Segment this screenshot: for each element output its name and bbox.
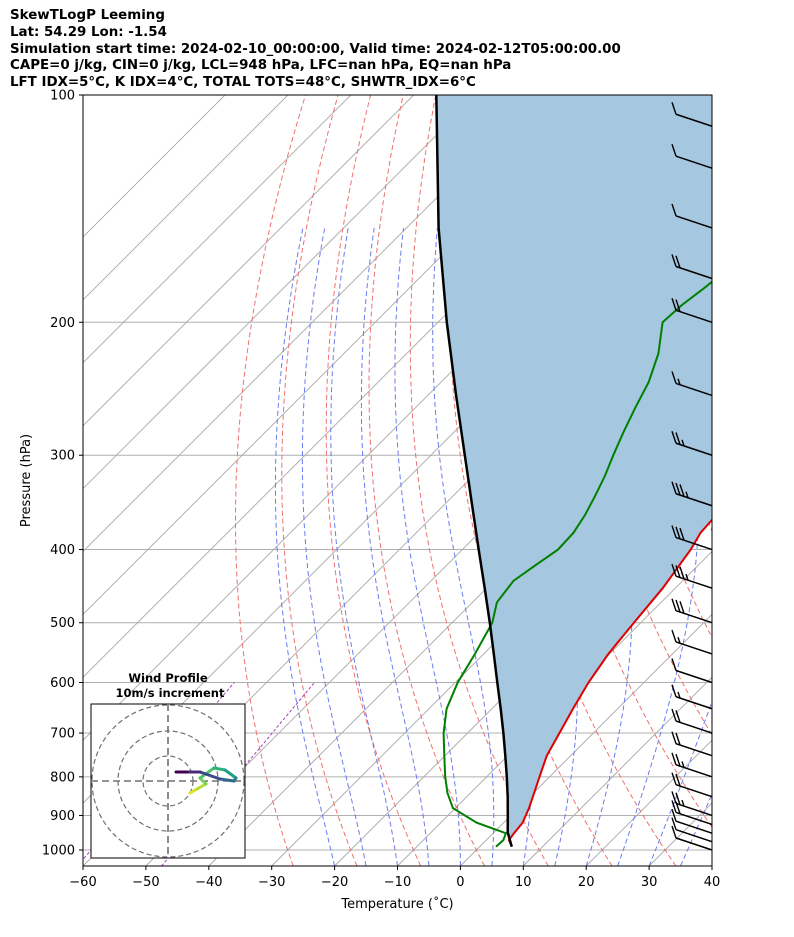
- isotherm-gridline: [83, 95, 477, 490]
- hodograph-segment: [198, 770, 222, 781]
- dewpoint-profile-line: [442, 280, 712, 848]
- wind-barb: [671, 684, 713, 710]
- temperature-profile-line: [507, 518, 712, 848]
- wind-barb: [671, 658, 713, 684]
- isotherm-gridline: [775, 95, 794, 866]
- inset-subtitle: 10m/s increment: [116, 686, 225, 700]
- wind-barb: [671, 481, 713, 507]
- x-tick-label: −40: [195, 875, 222, 890]
- moist-adiabat: [330, 227, 398, 866]
- isotherm-gridline: [460, 613, 712, 866]
- wind-barb: [671, 708, 713, 734]
- y-tick-label: 500: [50, 616, 75, 631]
- x-tick-label: 40: [704, 875, 721, 890]
- isotherm-gridline: [83, 95, 415, 427]
- hodograph-ring: [91, 704, 245, 858]
- dry-adiabat: [325, 95, 422, 866]
- title-line-times: Simulation start time: 2024-02-10_00:00:…: [10, 41, 621, 57]
- isotherm-gridline: [83, 95, 226, 238]
- wind-barb: [671, 791, 713, 817]
- dry-adiabat: [762, 95, 794, 866]
- isotherm-gridline: [83, 95, 289, 301]
- moist-adiabat: [360, 227, 430, 866]
- isotherm-gridline: [83, 95, 352, 364]
- y-tick-label: 300: [50, 449, 75, 464]
- moist-adiabat: [432, 227, 495, 866]
- wind-barb: [671, 203, 713, 229]
- y-axis-label: Pressure (hPa): [19, 434, 34, 527]
- wind-barb: [671, 254, 713, 280]
- x-tick-label: 20: [578, 875, 595, 890]
- wind-barb: [671, 752, 713, 778]
- x-tick-label: −50: [132, 875, 159, 890]
- x-tick-label: −20: [321, 875, 348, 890]
- wind-barb: [671, 817, 713, 843]
- wind-barb: [671, 563, 713, 589]
- y-tick-label: 800: [50, 770, 75, 785]
- moist-adiabat: [711, 864, 712, 866]
- isotherm-gridline: [711, 865, 712, 866]
- wind-barb: [671, 731, 713, 757]
- x-axis-label: Temperature (˚C): [340, 896, 453, 912]
- moist-adiabat: [301, 227, 367, 866]
- title-line-indices-2: LFT IDX=5°C, K IDX=4°C, TOTAL TOTS=48°C,…: [10, 75, 476, 91]
- inset-title: Wind Profile: [128, 671, 208, 685]
- wind-barb: [671, 772, 713, 798]
- title-line-station: SkewTLogP Leeming: [10, 8, 165, 23]
- hodograph-segment: [218, 777, 236, 783]
- wind-barb: [671, 143, 713, 169]
- y-tick-label: 700: [50, 727, 75, 742]
- wind-barb: [671, 431, 713, 456]
- moist-adiabat: [274, 227, 336, 866]
- moist-adiabat: [394, 227, 461, 866]
- isotherm-gridline: [522, 676, 712, 866]
- x-tick-label: 10: [515, 875, 532, 890]
- x-tick-label: 30: [641, 875, 658, 890]
- dry-adiabat: [281, 95, 358, 866]
- wind-barb: [671, 629, 713, 655]
- cin-shading: [436, 95, 712, 847]
- y-tick-label: 200: [50, 316, 75, 331]
- y-tick-label: 1000: [42, 844, 75, 859]
- x-tick-label: −60: [69, 875, 96, 890]
- moist-adiabat: [617, 227, 700, 866]
- wind-barb: [671, 808, 713, 834]
- y-tick-label: 600: [50, 676, 75, 691]
- x-tick-label: 0: [456, 875, 464, 890]
- hodograph-segment: [212, 766, 227, 772]
- isotherm-gridline: [334, 487, 712, 866]
- title-line-indices-1: CAPE=0 j/kg, CIN=0 j/kg, LCL=948 hPa, LF…: [10, 58, 512, 74]
- wind-barb: [671, 102, 713, 127]
- wind-barb: [671, 525, 713, 551]
- y-tick-label: 100: [50, 89, 75, 104]
- y-tick-label: 400: [50, 543, 75, 558]
- wind-barb: [671, 825, 713, 851]
- dry-adiabat: [235, 95, 306, 866]
- hodograph-segment: [195, 782, 208, 791]
- parcel-profile-line: [435, 95, 514, 848]
- wind-barb: [671, 371, 713, 397]
- x-tick-label: −10: [384, 875, 411, 890]
- x-tick-label: −30: [258, 875, 285, 890]
- title-line-location: Lat: 54.29 Lon: -1.54: [10, 24, 167, 40]
- wind-barb: [671, 298, 713, 323]
- wind-barb: [671, 598, 713, 624]
- hodograph-segment: [223, 768, 238, 780]
- dry-adiabat: [729, 95, 794, 866]
- chart-title: SkewTLogP Leeming Lat: 54.29 Lon: -1.54 …: [10, 8, 621, 92]
- isotherm-gridline: [83, 95, 540, 553]
- y-tick-label: 900: [50, 809, 75, 824]
